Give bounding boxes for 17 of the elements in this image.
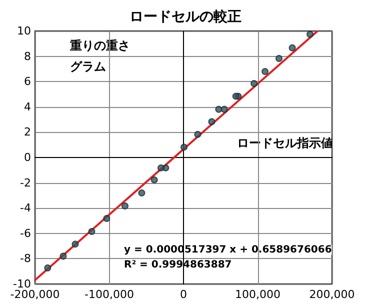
y-tick-label: -6 (20, 226, 31, 240)
x-tick-label: -100,000 (84, 288, 134, 301)
x-tick-label: -200,000 (10, 288, 60, 301)
chart-title: ロードセルの較正 (130, 9, 242, 25)
y-tick-label: 8 (24, 50, 31, 63)
y-tick-label: 2 (24, 126, 31, 139)
y-tick-label: -2 (20, 176, 31, 190)
x-tick-label: 200,000 (309, 288, 355, 301)
x-tick-label: 100,000 (235, 288, 280, 301)
y-tick-label: 10 (17, 24, 31, 38)
x-tick-label: 0 (180, 288, 187, 301)
y-tick-label: -8 (20, 252, 31, 266)
y-tick-label: -10 (13, 278, 31, 290)
y-tick-label: 0 (24, 151, 31, 164)
y-tick-label: 4 (24, 100, 31, 114)
y-tick-label: -4 (20, 202, 31, 215)
y-tick-label: 6 (24, 75, 31, 88)
